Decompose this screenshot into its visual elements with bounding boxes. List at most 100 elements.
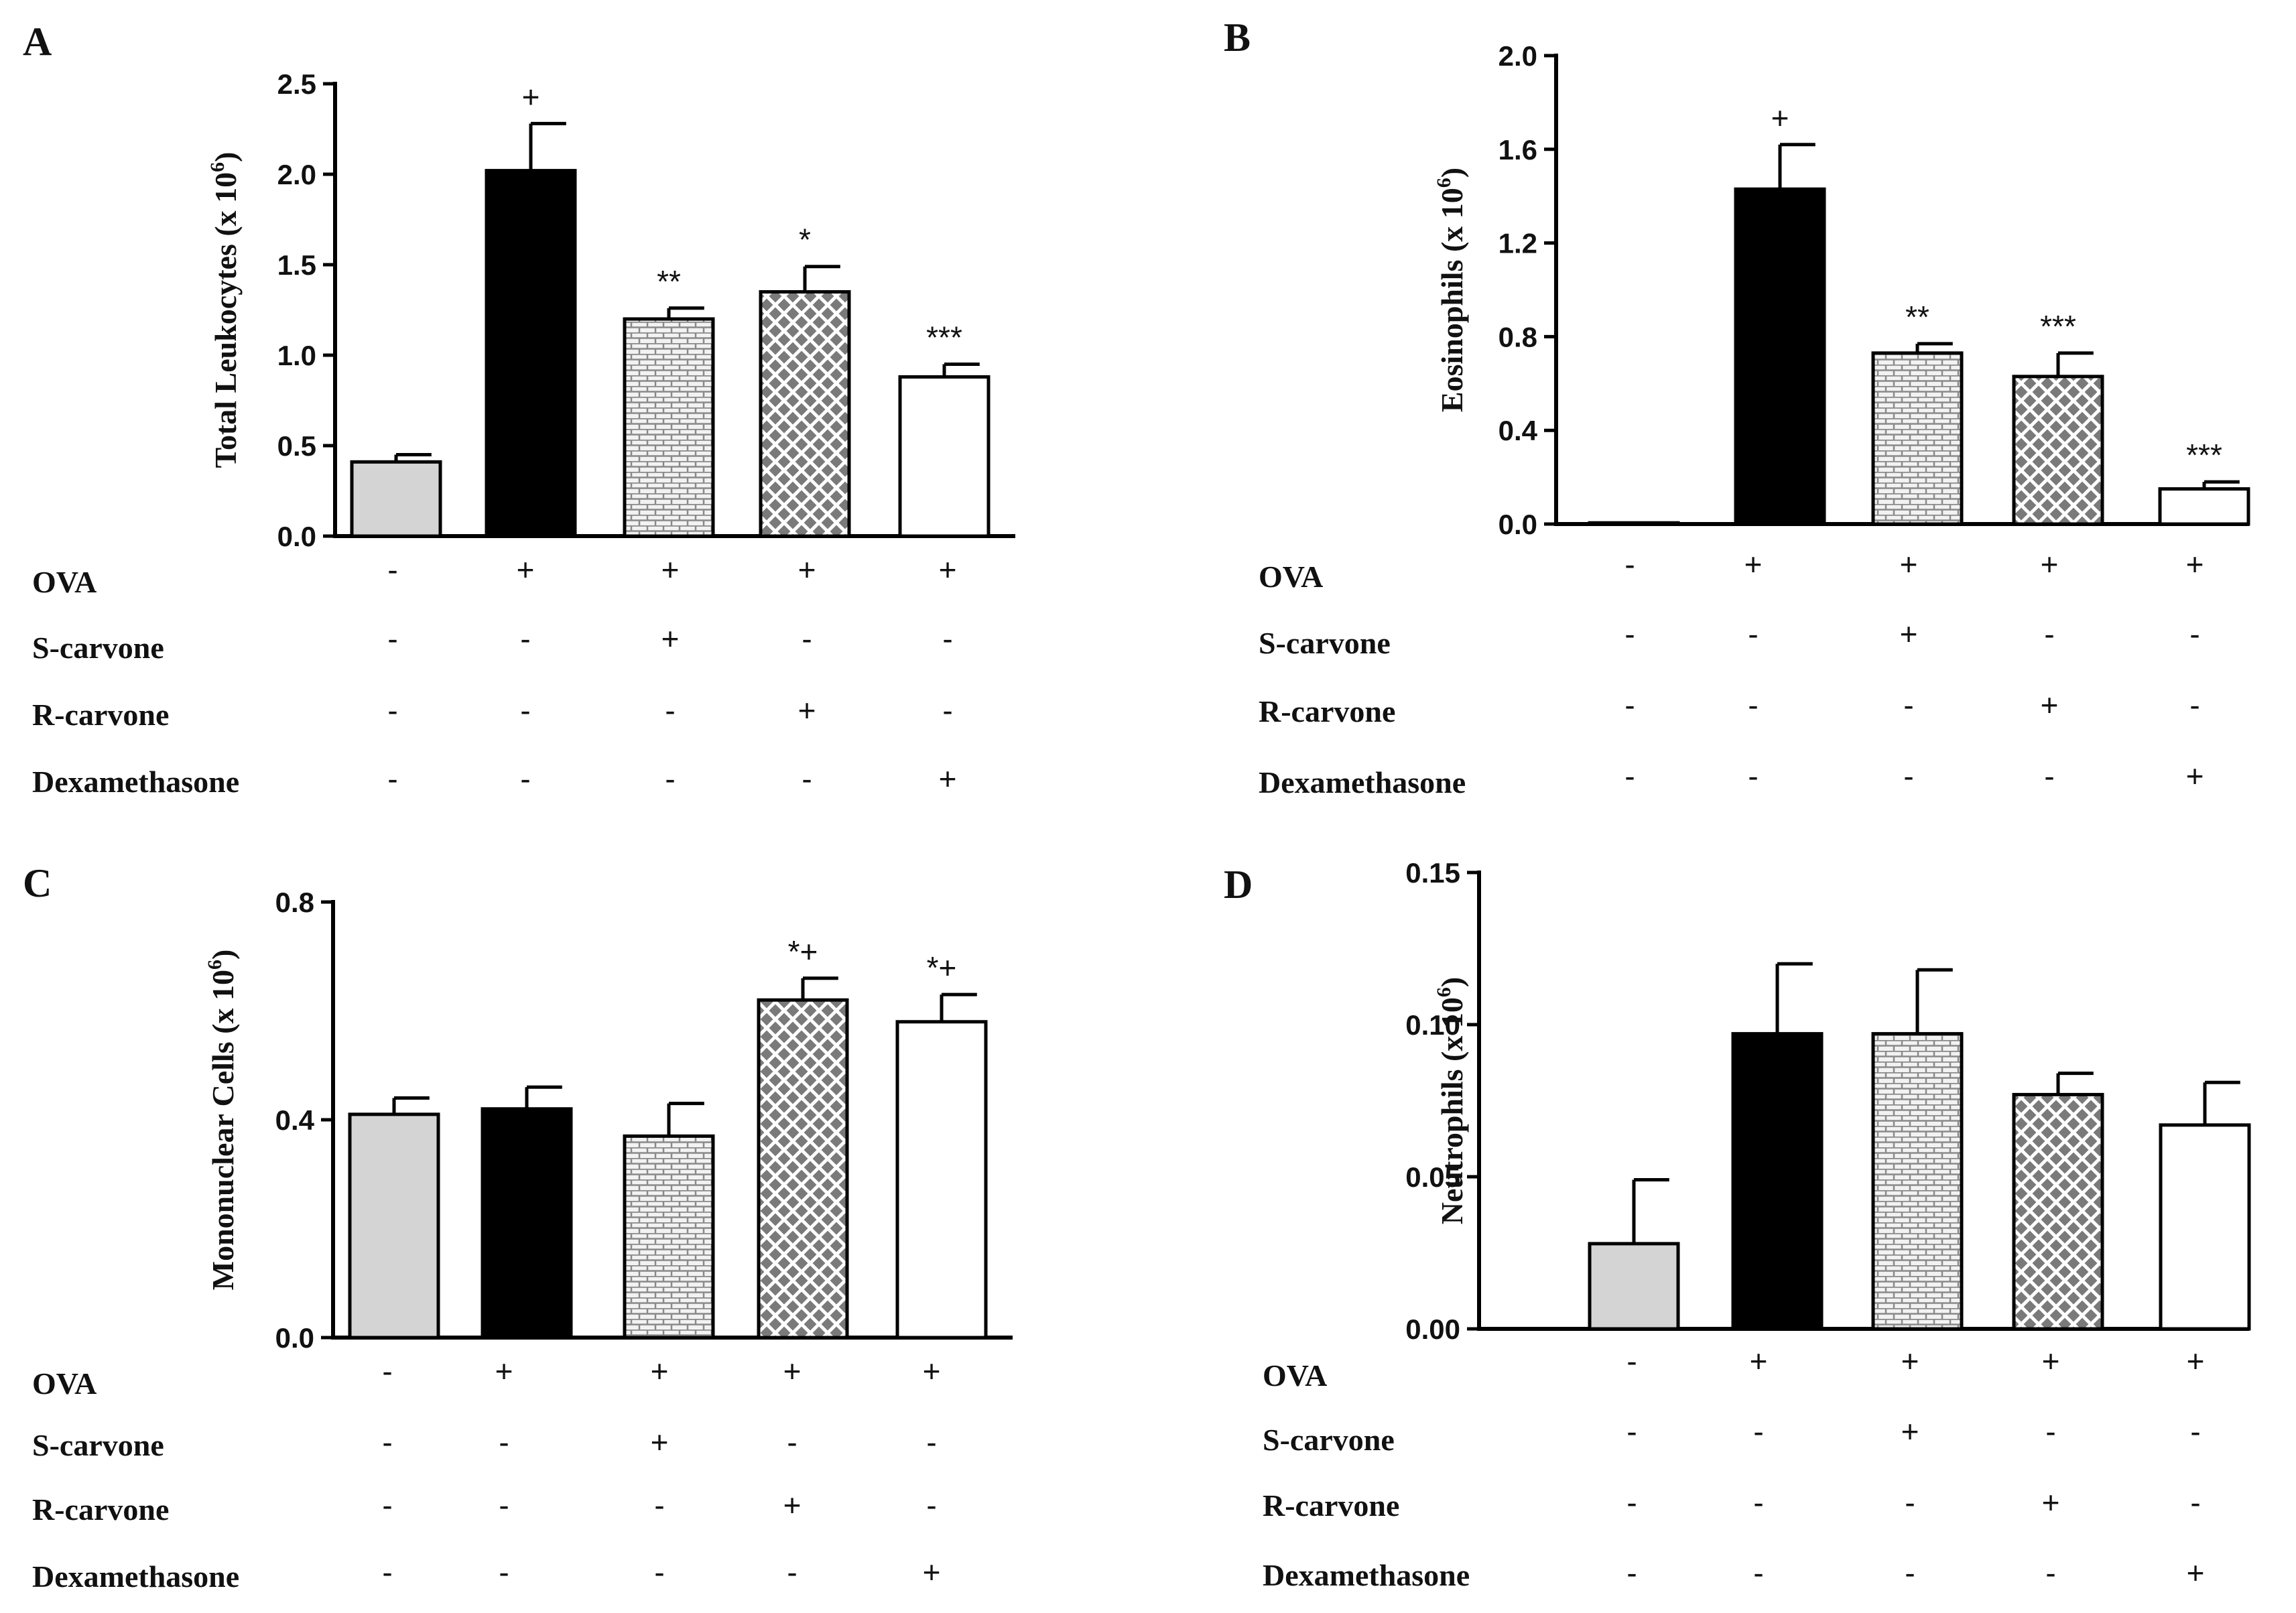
condition-sign: -	[942, 621, 952, 656]
y-tick-label: 0.0	[277, 521, 316, 552]
y-tick-label: 0.05	[1405, 1161, 1460, 1193]
y-tick-label: 0.0	[1498, 509, 1537, 540]
significance-label: *+	[927, 950, 957, 985]
condition-sign: -	[1753, 1555, 1763, 1590]
ova-bar	[485, 169, 577, 538]
condition-sign: +	[1900, 617, 1918, 651]
condition-sign: -	[926, 1488, 936, 1523]
condition-sign: -	[2189, 688, 2199, 722]
condition-sign: +	[2187, 1344, 2205, 1378]
panel-a: A 0.0 0.5 1.0 1.5 2.0 2.5 Total Leukocytes (x 1…	[23, 19, 1015, 799]
y-tick-label: 0.15	[1405, 857, 1460, 889]
ova-bar	[1734, 187, 1826, 526]
y-tick-label: 0.00	[1405, 1313, 1460, 1345]
y-tick-label: 2.0	[1498, 40, 1537, 72]
condition-row-label: S-carvone	[32, 631, 164, 665]
condition-sign: -	[1624, 759, 1635, 793]
r-carvone-bar	[759, 290, 851, 538]
significance-label: ***	[2186, 438, 2222, 472]
condition-row-label: R-carvone	[1259, 694, 1395, 728]
y-tick-label: 1.2	[1498, 228, 1537, 259]
condition-sign: +	[651, 1354, 669, 1389]
significance-label: +	[1771, 101, 1789, 135]
condition-sign: +	[783, 1354, 802, 1389]
condition-row-label: OVA	[1259, 560, 1323, 594]
s-carvone-bar	[1871, 1032, 1964, 1331]
condition-sign: +	[2041, 547, 2059, 582]
condition-row-label: Dexamethasone	[32, 1559, 239, 1594]
condition-sign: +	[2186, 759, 2204, 793]
condition-sign: -	[1748, 688, 1758, 722]
condition-sign: -	[787, 1425, 797, 1460]
condition-sign: +	[1750, 1344, 1768, 1378]
significance-label: ***	[2040, 309, 2076, 344]
condition-sign: -	[1753, 1485, 1763, 1520]
control-bar	[348, 1112, 440, 1340]
control-bar	[1588, 521, 1680, 526]
r-carvone-bar	[2012, 1092, 2104, 1331]
condition-sign: -	[787, 1555, 797, 1590]
y-tick-label: 0.0	[275, 1322, 314, 1354]
condition-sign: -	[1903, 759, 1913, 793]
condition-row-label: R-carvone	[1263, 1488, 1399, 1523]
y-tick-label: 0.8	[1498, 321, 1537, 352]
condition-sign: -	[382, 1354, 392, 1389]
condition-sign: +	[2187, 1555, 2205, 1590]
condition-sign: +	[661, 552, 680, 587]
condition-sign: -	[1903, 688, 1913, 722]
y-tick-label: 1.5	[277, 249, 316, 281]
condition-sign: -	[382, 1425, 392, 1460]
condition-sign: -	[2045, 1414, 2055, 1449]
condition-sign: -	[802, 621, 812, 656]
condition-sign: -	[1627, 1414, 1637, 1449]
condition-sign: +	[2042, 1485, 2060, 1520]
s-carvone-bar	[1871, 351, 1964, 526]
condition-sign: -	[802, 761, 812, 796]
condition-sign: -	[2190, 1414, 2200, 1449]
condition-sign: +	[2042, 1344, 2060, 1378]
condition-row-label: S-carvone	[1259, 626, 1391, 660]
ova-bar	[1731, 1032, 1824, 1331]
dexamethasone-bar	[2159, 1123, 2251, 1331]
y-tick-label: 0.10	[1405, 1009, 1460, 1041]
condition-sign: +	[783, 1488, 802, 1523]
panel-letter: B	[1224, 15, 1251, 60]
condition-sign: +	[939, 761, 957, 796]
condition-sign: -	[654, 1555, 664, 1590]
condition-sign: -	[654, 1488, 664, 1523]
condition-sign: -	[2045, 1555, 2055, 1590]
panel-c: C 0.0 0.4 0.8 Mononuclear Cells (x 106) *+ *+ O…	[23, 861, 1013, 1594]
condition-row-label: Dexamethasone	[1259, 765, 1466, 799]
condition-sign: -	[1624, 688, 1635, 722]
y-tick-label: 1.0	[277, 340, 316, 371]
condition-sign: +	[1901, 1414, 1919, 1449]
condition-sign: -	[1627, 1485, 1637, 1520]
condition-row-label: R-carvone	[32, 698, 169, 732]
condition-sign: +	[1744, 547, 1763, 582]
condition-sign: +	[517, 552, 535, 587]
condition-sign: -	[1627, 1344, 1637, 1378]
significance-label: **	[657, 264, 681, 299]
condition-row-label: OVA	[32, 565, 97, 599]
significance-label: *	[799, 222, 811, 257]
panel-letter: A	[23, 19, 52, 64]
dexamethasone-bar	[2158, 487, 2250, 526]
condition-sign: -	[665, 693, 675, 728]
condition-row-label: S-carvone	[32, 1428, 164, 1462]
condition-sign: -	[1905, 1485, 1915, 1520]
r-carvone-bar	[2012, 375, 2104, 526]
condition-row-label: OVA	[1263, 1358, 1327, 1393]
condition-row-label: OVA	[32, 1366, 97, 1401]
condition-sign: +	[923, 1354, 941, 1389]
condition-sign: -	[2044, 617, 2054, 651]
significance-label: ***	[926, 320, 962, 355]
y-axis-label: Mononuclear Cells (x 106)	[204, 950, 240, 1291]
condition-sign: +	[2186, 547, 2204, 582]
condition-sign: +	[661, 621, 680, 656]
y-axis-label: Neutrophils (x 106)	[1433, 977, 1469, 1224]
control-bar	[1588, 1242, 1680, 1331]
significance-label: **	[1905, 300, 1929, 334]
condition-sign: -	[499, 1555, 509, 1590]
condition-sign: -	[520, 621, 530, 656]
